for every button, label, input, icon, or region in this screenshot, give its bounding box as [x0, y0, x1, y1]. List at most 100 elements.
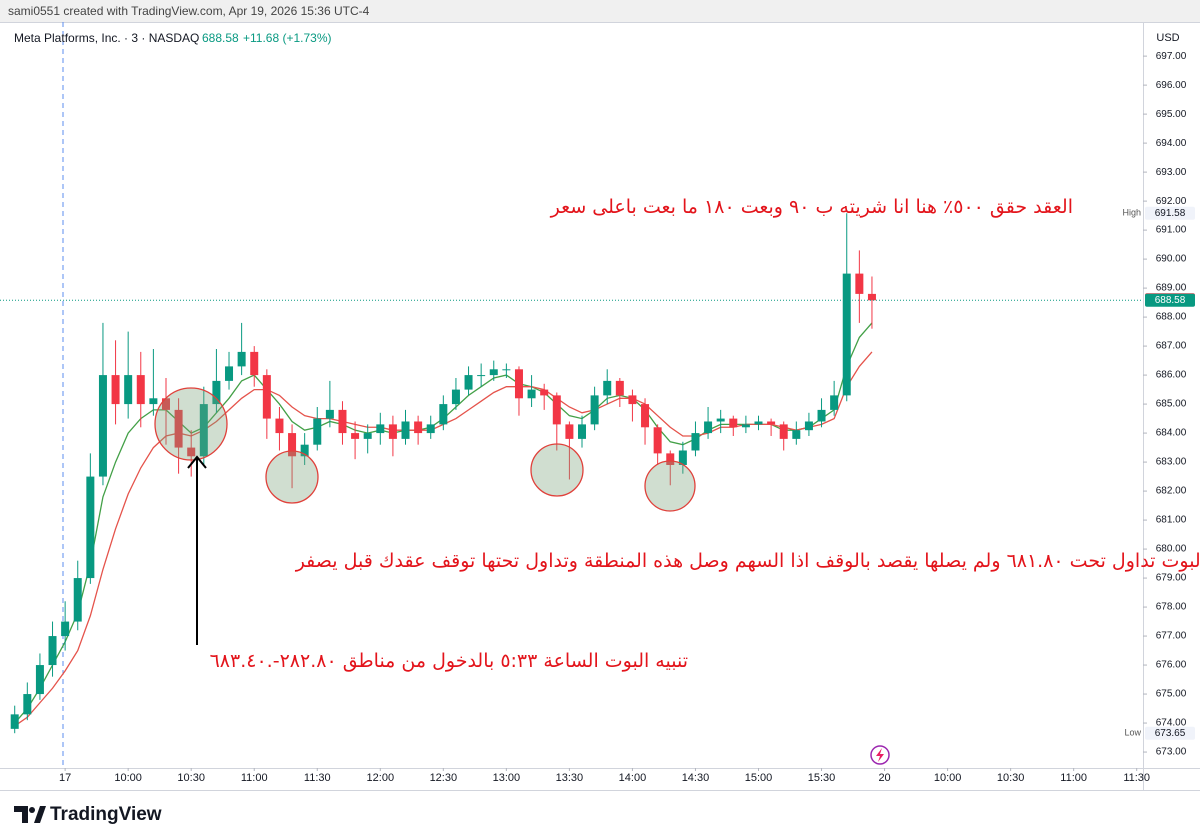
x-tick-label: 20: [878, 772, 890, 784]
candle-body: [830, 395, 839, 410]
candle-body: [124, 375, 133, 405]
annotation: تنبيه البوت الساعة ٥:٣٣ بالدخول من مناطق…: [209, 650, 688, 672]
y-tick-label: 675.00: [1156, 689, 1187, 700]
candle-body: [98, 375, 107, 477]
candle-body: [174, 409, 183, 448]
y-tick-label: 690.00: [1156, 254, 1187, 265]
x-tick-label: 17: [59, 772, 71, 784]
x-tick-label: 15:30: [808, 772, 836, 784]
y-tick-label: 686.00: [1156, 370, 1187, 381]
candle-body: [212, 380, 221, 405]
candle-body: [61, 621, 70, 637]
candle-body: [628, 395, 637, 405]
candle-body: [741, 424, 750, 428]
arrow-head: [187, 455, 207, 469]
y-tick-label: 697.00: [1156, 51, 1187, 62]
candle-body: [237, 351, 246, 367]
candle-body: [590, 395, 599, 425]
candle-body: [35, 665, 44, 695]
candle-body: [313, 418, 322, 445]
candle-body: [149, 398, 158, 405]
x-tick-label: 10:00: [114, 772, 142, 784]
candle-body: [351, 433, 360, 439]
candle-body: [653, 427, 662, 454]
candle-body: [136, 375, 145, 405]
y-tick-label: 684.00: [1156, 428, 1187, 439]
y-tick-label: 674.00: [1156, 718, 1187, 729]
candle-body: [477, 375, 486, 377]
candle-body: [527, 389, 536, 399]
candle-body: [842, 273, 851, 396]
x-tick-label: 14:30: [682, 772, 710, 784]
candle-body: [540, 389, 549, 396]
candle-body: [691, 433, 700, 451]
logo-mark: [29, 807, 35, 813]
candle-body: [401, 421, 410, 439]
candle-body: [489, 369, 498, 376]
candle-body: [451, 389, 460, 405]
y-tick-label: 683.00: [1156, 457, 1187, 468]
candle-body: [48, 636, 57, 666]
candle-body: [376, 424, 385, 434]
x-tick-label: 11:00: [241, 772, 268, 784]
y-tick-label: 696.00: [1156, 80, 1187, 91]
event-bolt: [876, 748, 884, 762]
candle-body: [187, 447, 196, 457]
highlight-circle: [530, 443, 584, 497]
candle-body: [414, 421, 423, 434]
candle-body: [10, 714, 19, 729]
header-text: sami0551 created with TradingView.com, A…: [8, 4, 370, 18]
candle-body: [199, 404, 208, 457]
y-tick-label: 676.00: [1156, 660, 1187, 671]
candle-body: [779, 424, 788, 439]
legend-last: 688.58: [202, 31, 239, 45]
candle-body: [729, 418, 738, 428]
logo-mark: [34, 806, 46, 823]
legend-change: +11.68 (+1.73%): [243, 31, 332, 45]
annotation: العقد حقق ٥٠٠٪ هنا انا شريته ب ٩٠ وبعت ١…: [550, 196, 1073, 218]
price-mark-label: Low: [1124, 728, 1141, 738]
candle-body: [615, 380, 624, 396]
candle-body: [161, 398, 170, 410]
candle-body: [250, 351, 259, 376]
annotation: البوت تداول تحت ٦٨١.٨٠ ولم يصلها يقصد با…: [295, 550, 1200, 572]
candle-body: [111, 375, 120, 405]
logo-mark: [14, 806, 28, 823]
y-tick-label: 682.00: [1156, 486, 1187, 497]
candle-body: [464, 375, 473, 390]
candle-body: [86, 476, 95, 579]
footer-logo: [14, 806, 46, 823]
candle-body: [704, 421, 713, 434]
y-tick-label: 677.00: [1156, 631, 1187, 642]
x-tick-label: 12:00: [367, 772, 395, 784]
x-tick-label: 13:30: [556, 772, 584, 784]
candle-body: [275, 418, 284, 434]
header-bar: [0, 0, 1200, 22]
highlights: [154, 387, 696, 512]
price-mark-value: 688.58: [1155, 295, 1186, 306]
candle-body: [23, 694, 32, 715]
candle-body: [439, 404, 448, 425]
candle-body: [817, 409, 826, 422]
y-tick-label: 692.00: [1156, 196, 1187, 207]
candle-body: [388, 424, 397, 439]
x-tick-label: 15:00: [745, 772, 773, 784]
price-mark-value: 673.65: [1155, 728, 1186, 739]
highlight-circle: [644, 460, 696, 512]
arrow: [187, 455, 207, 645]
candle-body: [514, 369, 523, 399]
y-tick-label: 691.00: [1156, 225, 1187, 236]
price-mark-label: High: [1122, 208, 1141, 218]
y-tick-label: 689.00: [1156, 283, 1187, 294]
highlight-circle: [265, 450, 319, 504]
y-tick-label: 688.00: [1156, 312, 1187, 323]
candle-body: [502, 369, 511, 371]
candle-body: [73, 578, 82, 622]
candle-body: [426, 424, 435, 434]
event-icon: [870, 745, 890, 765]
price-mark-box: [1145, 206, 1195, 220]
x-tick-label: 11:00: [1060, 772, 1087, 784]
candle-body: [666, 453, 675, 465]
candle-body: [867, 293, 876, 301]
y-tick-label: 694.00: [1156, 138, 1187, 149]
